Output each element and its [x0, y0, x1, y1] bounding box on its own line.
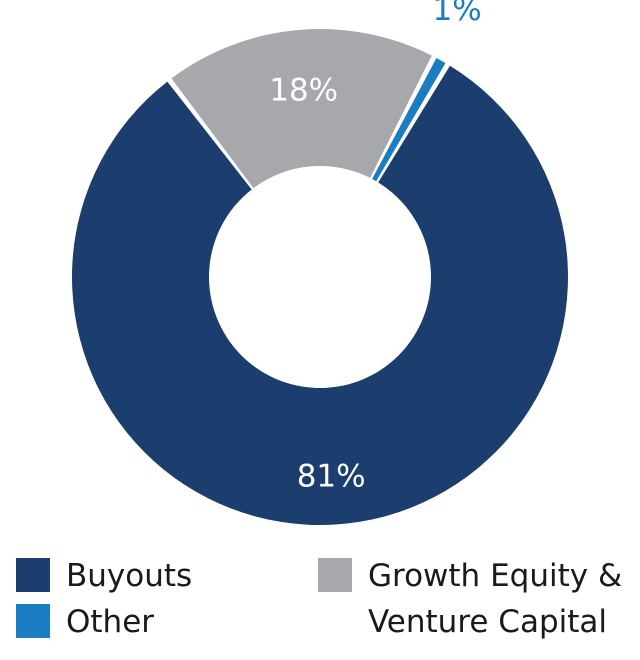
donut-labels: 81% 18% 1% — [269, 0, 481, 495]
legend-label-buyouts: Buyouts — [66, 558, 193, 594]
slice-buyouts — [71, 65, 568, 525]
donut-chart: 81% 18% 1% — [71, 0, 568, 525]
legend-swatch-growth-equity-venture-capital — [318, 558, 352, 592]
slice-growth-equity-venture-capital — [171, 28, 432, 189]
legend-item-buyouts: Buyouts — [16, 553, 192, 599]
legend-label-other: Other — [66, 604, 155, 640]
legend-label-growth-equity-venture-capital: Growth Equity & Venture Capital — [368, 558, 623, 640]
legend-item-growth-equity-venture-capital: Growth Equity & Venture Capital — [318, 553, 622, 645]
slice-label-buyouts: 81% — [297, 459, 366, 495]
legend-swatch-buyouts — [16, 558, 50, 592]
legend-swatch-other — [16, 604, 50, 638]
legend-item-other: Other — [16, 599, 154, 645]
donut-slices — [71, 28, 568, 525]
slice-label-other: 1% — [433, 0, 482, 28]
slice-other — [372, 58, 446, 182]
slice-label-growth-equity-venture-capital: 18% — [269, 73, 338, 109]
